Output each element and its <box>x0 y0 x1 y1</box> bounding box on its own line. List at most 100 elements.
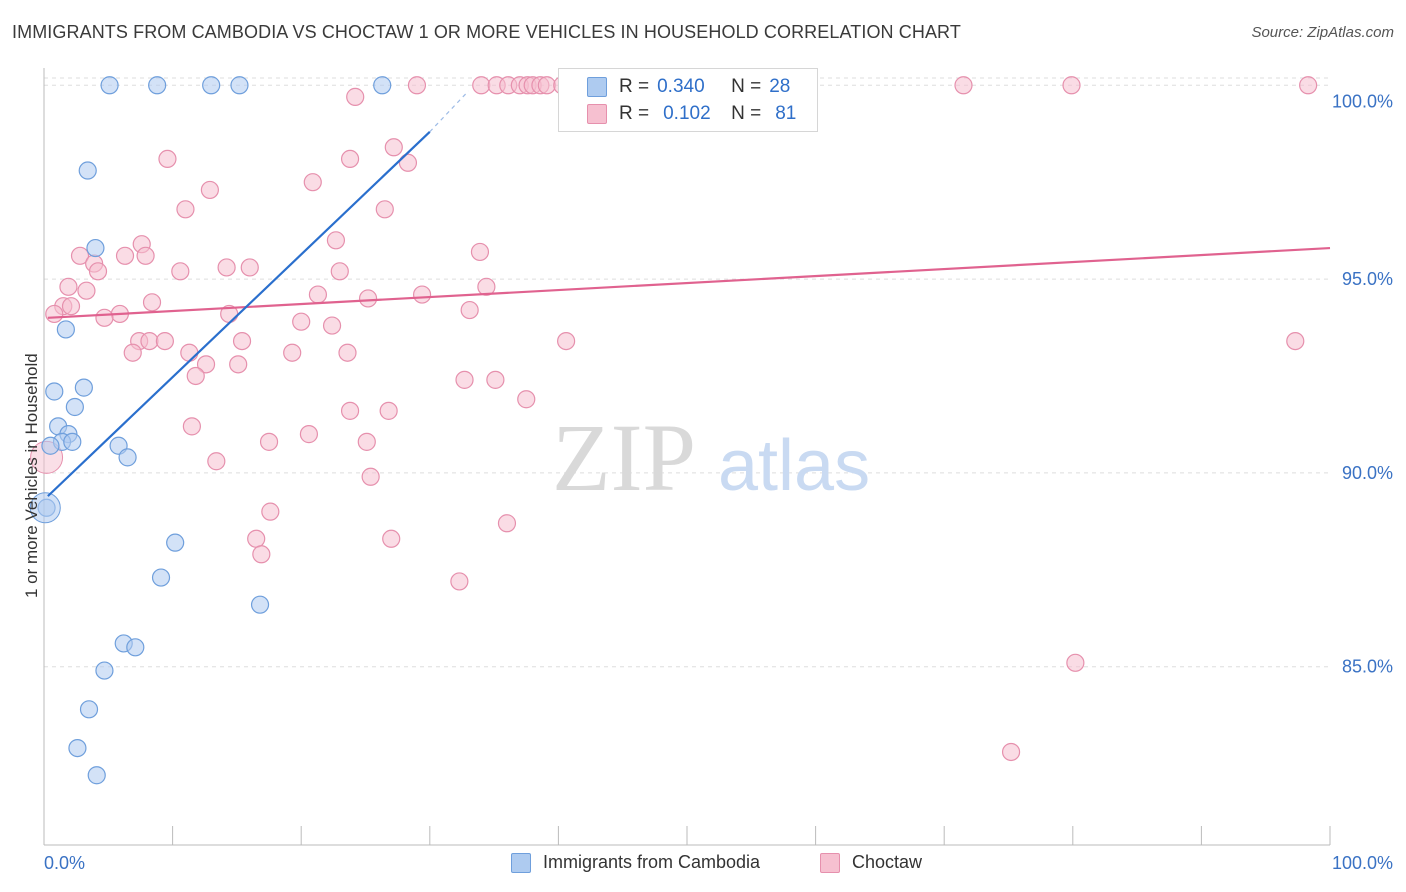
choctaw-point <box>207 452 226 471</box>
choctaw-point <box>450 572 469 591</box>
choctaw-point <box>1299 76 1318 95</box>
choctaw-point <box>186 366 205 386</box>
cambodia-point <box>250 595 270 614</box>
cambodia-point <box>86 238 105 258</box>
choctaw-point <box>142 293 162 312</box>
choctaw-point <box>158 149 177 169</box>
choctaw-point <box>384 138 403 157</box>
choctaw-point <box>182 417 201 436</box>
cambodia-point <box>78 161 97 180</box>
legend-n-label: N = <box>731 103 762 124</box>
cambodia-point <box>68 738 87 758</box>
legend-swatch-pink <box>587 104 607 124</box>
choctaw-point <box>338 343 357 362</box>
choctaw-point <box>123 343 142 362</box>
legend-r-label: R = <box>619 103 650 124</box>
choctaw-point <box>1001 742 1021 762</box>
choctaw-point <box>477 277 496 296</box>
choctaw-point <box>358 289 378 308</box>
choctaw-point <box>196 355 216 374</box>
y-tick-label: 90.0% <box>1342 463 1393 483</box>
choctaw-point <box>407 76 427 95</box>
watermark-zip: ZIP <box>552 404 696 511</box>
source-label: Source: ZipAtlas.com <box>1251 24 1394 41</box>
choctaw-point <box>537 76 556 95</box>
legend-row-cambodia: R = 0.340 N = 28 <box>559 74 790 100</box>
choctaw-point <box>259 432 279 451</box>
choctaw-trend-line <box>47 246 1331 319</box>
cambodia-point <box>126 638 145 657</box>
choctaw-point <box>217 258 236 277</box>
choctaw-point <box>322 316 342 335</box>
cambodia-point <box>166 533 185 552</box>
choctaw-point <box>95 308 114 327</box>
choctaw-point <box>375 200 394 219</box>
cambodia-point <box>56 320 75 339</box>
choctaw-point <box>292 312 311 331</box>
choctaw-point <box>176 200 195 219</box>
choctaw-point <box>59 277 78 296</box>
cambodia-point <box>65 397 84 417</box>
choctaw-point <box>357 432 376 451</box>
choctaw-point <box>340 149 360 169</box>
y-tick-labels: 85.0% 90.0% 95.0% 100.0% <box>1332 91 1393 676</box>
choctaw-point <box>379 401 398 420</box>
choctaw-point <box>557 331 576 351</box>
bottom-legend-cambodia: Immigrants from Cambodia <box>511 852 760 873</box>
cambodia-point <box>41 436 60 455</box>
x-tick-label-min: 0.0% <box>44 853 85 873</box>
choctaw-point <box>252 545 271 564</box>
cambodia-trend-extension <box>429 90 469 133</box>
choctaw-point <box>70 246 90 265</box>
choctaw-point <box>77 281 96 300</box>
choctaw-point <box>486 370 505 389</box>
y-tick-label: 95.0% <box>1342 269 1393 289</box>
watermark-atlas: atlas <box>718 426 870 506</box>
cambodia-point <box>230 76 249 95</box>
choctaw-point <box>299 425 319 444</box>
chart-title: IMMIGRANTS FROM CAMBODIA VS CHOCTAW 1 OR… <box>12 22 961 42</box>
cambodia-points <box>29 76 392 785</box>
cambodia-point <box>373 76 392 95</box>
bottom-legend-label: Immigrants from Cambodia <box>543 852 761 872</box>
choctaw-point <box>247 529 266 548</box>
cambodia-point <box>74 378 93 397</box>
legend-swatch-blue <box>587 77 607 97</box>
choctaw-point <box>180 343 199 362</box>
y-axis-label: 1 or more Vehicles in Household <box>22 353 41 598</box>
bottom-legend-choctaw: Choctaw <box>820 852 922 873</box>
cambodia-point <box>95 661 114 680</box>
choctaw-point <box>472 76 491 95</box>
choctaw-points <box>30 76 1318 762</box>
legend-n-value: 28 <box>769 76 791 97</box>
bottom-legend-label: Choctaw <box>852 852 923 872</box>
choctaw-point <box>330 262 349 281</box>
choctaw-point <box>155 331 174 351</box>
cambodia-point <box>148 76 167 95</box>
choctaw-point <box>200 180 219 200</box>
choctaw-point <box>115 246 135 265</box>
x-tick-labels: 0.0% 100.0% <box>44 853 1393 873</box>
cambodia-point <box>87 766 106 785</box>
choctaw-point <box>240 258 259 277</box>
cambodia-point <box>202 76 221 95</box>
choctaw-point <box>88 262 108 281</box>
choctaw-point <box>460 300 479 320</box>
choctaw-point <box>136 246 155 265</box>
choctaw-point <box>140 331 159 351</box>
bottom-legend-swatch-pink <box>820 852 840 873</box>
choctaw-point <box>171 262 190 281</box>
cambodia-point <box>63 432 82 451</box>
choctaw-point <box>412 285 432 304</box>
cambodia-point <box>45 382 64 401</box>
legend-r-label: R = <box>619 76 650 97</box>
choctaw-point <box>1066 653 1085 672</box>
trend-lines <box>47 90 1331 497</box>
y-tick-label: 100.0% <box>1332 91 1393 111</box>
legend-r-value: 0.340 <box>657 76 705 97</box>
choctaw-point <box>261 502 280 521</box>
choctaw-point <box>346 87 365 106</box>
choctaw-point <box>229 355 248 374</box>
y-tick-label: 85.0% <box>1342 657 1393 677</box>
